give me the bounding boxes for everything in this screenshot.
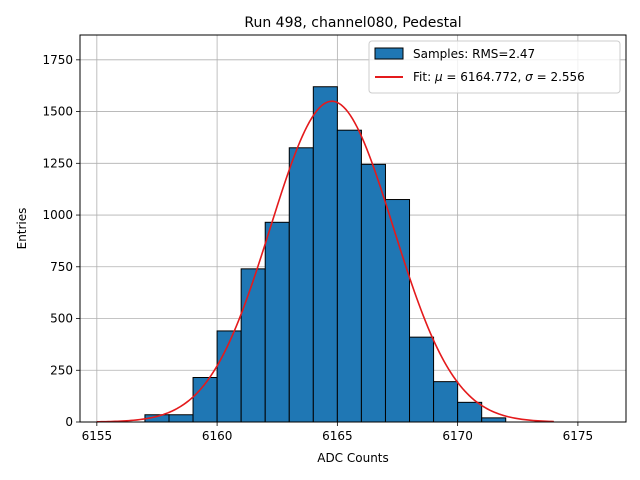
fit-curve-layer <box>96 100 554 423</box>
chart-title: Run 498, channel080, Pedestal <box>244 15 461 31</box>
y-tick-label: 1750 <box>42 53 73 67</box>
y-tick-label: 1000 <box>42 208 73 222</box>
y-tick-label: 0 <box>65 415 73 429</box>
histogram-bar <box>360 163 386 423</box>
legend-fit-mu-value: = 6164.772, <box>443 70 526 84</box>
legend-fit-prefix: Fit: <box>413 70 435 84</box>
legend-fit-mu-symbol: μ <box>434 70 443 84</box>
x-tick-label: 6155 <box>82 429 113 443</box>
y-axis-label: Entries <box>15 208 29 250</box>
histogram-bar <box>240 268 266 423</box>
legend-fit-sigma-symbol: σ <box>525 70 533 84</box>
histogram-bar <box>288 147 314 423</box>
legend-swatch-samples <box>374 47 404 60</box>
histogram-bar <box>433 381 459 423</box>
histogram-bar <box>409 336 435 423</box>
x-tick-label: 6170 <box>442 429 473 443</box>
gaussian-fit-curve <box>96 100 554 423</box>
plot-frame <box>79 34 627 423</box>
histogram-bar <box>457 401 483 423</box>
histogram-bar <box>384 199 411 423</box>
x-tick-label: 6160 <box>202 429 233 443</box>
legend-label-samples: Samples: RMS=2.47 <box>413 47 535 61</box>
legend-fit-sigma-value: = 2.556 <box>533 70 585 84</box>
histogram-bar <box>312 86 338 423</box>
y-tick-label: 500 <box>50 312 73 326</box>
histogram-bar <box>481 417 507 423</box>
y-tick-label: 1250 <box>42 156 73 170</box>
y-tick-label: 750 <box>50 260 73 274</box>
y-tick-label: 250 <box>50 363 73 377</box>
x-tick-label: 6175 <box>563 429 594 443</box>
y-tick-label: 1500 <box>42 105 73 119</box>
histogram-bar <box>264 221 290 423</box>
legend: Samples: RMS=2.47 Fit: μ = 6164.772, σ =… <box>368 40 621 94</box>
histogram-bars <box>144 86 507 423</box>
x-tick-label: 6165 <box>322 429 353 443</box>
x-axis-label: ADC Counts <box>317 451 389 465</box>
histogram-bar <box>336 129 362 423</box>
x-axis-ticks: 6155 6160 6165 6170 6175 <box>82 422 594 443</box>
histogram-bar <box>168 414 194 423</box>
legend-box <box>368 40 621 94</box>
legend-label-fit: Fit: μ = 6164.772, σ = 2.556 <box>413 70 585 84</box>
y-axis-ticks: 0 250 500 750 1000 1250 1500 1750 <box>42 53 80 429</box>
histogram-bar <box>216 330 242 423</box>
